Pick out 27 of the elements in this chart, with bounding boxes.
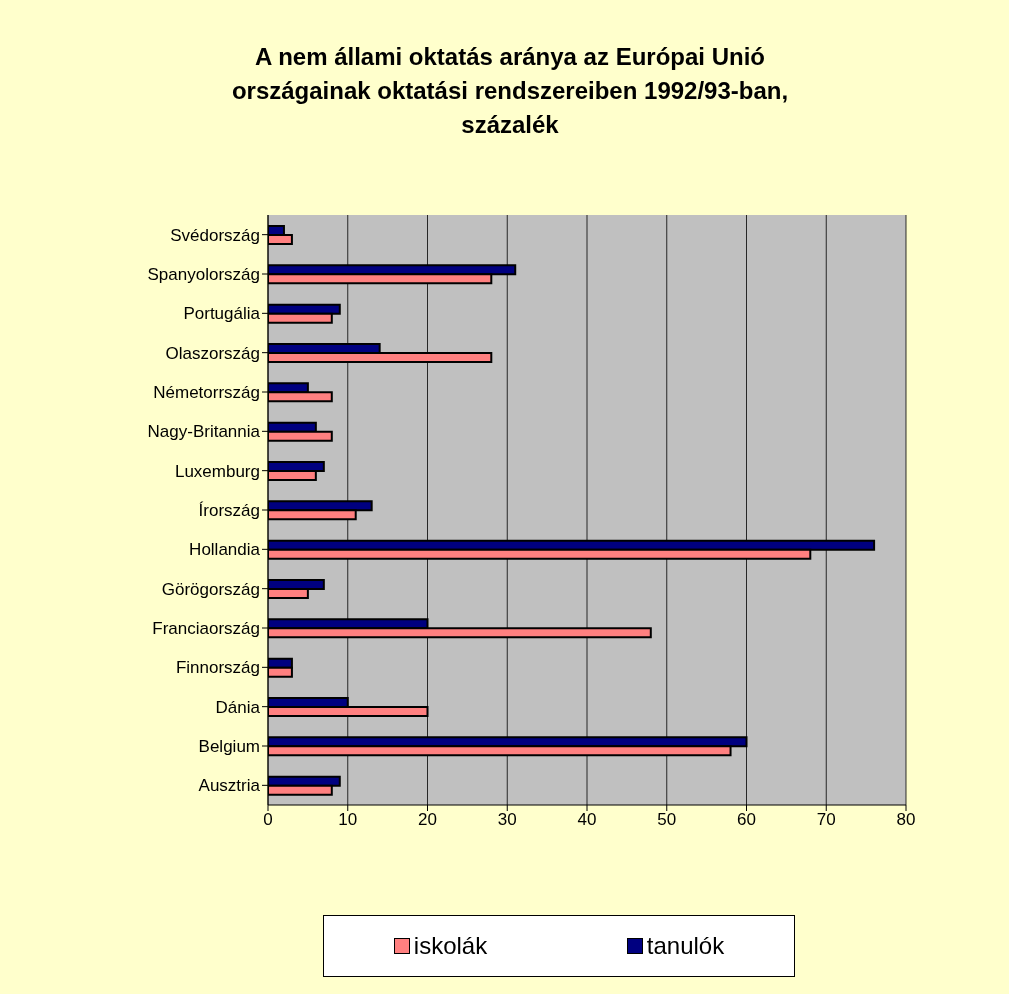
y-tick-label: Belgium xyxy=(198,737,260,757)
x-tick-label: 30 xyxy=(497,810,517,830)
legend-label: tanulók xyxy=(645,932,725,960)
legend-label: iskolák xyxy=(412,932,488,960)
y-tick-label: Dánia xyxy=(215,697,261,717)
x-tick-label: 70 xyxy=(816,810,836,830)
y-tick-label: Olaszország xyxy=(165,343,260,363)
y-tick-label: Írország xyxy=(198,501,260,521)
y-tick-label: Svédország xyxy=(170,225,260,245)
x-tick-label: 10 xyxy=(338,810,358,830)
y-tick-label: Luxemburg xyxy=(174,461,260,481)
y-tick-label: Németorrszág xyxy=(153,383,260,403)
y-tick-label: Nagy-Britannia xyxy=(147,422,261,442)
y-tick-label: Portugália xyxy=(183,304,261,324)
x-tick-label: 0 xyxy=(263,810,273,830)
y-tick-label: Hollandia xyxy=(189,540,261,560)
chart-title: A nem állami oktatás aránya az Európai Unió országainak oktatási rendszereiben 1992/93-ban, százalék xyxy=(230,42,790,140)
x-tick-label: 60 xyxy=(737,810,756,830)
y-tick-label: Spanyolország xyxy=(147,265,260,285)
x-tick-label: 20 xyxy=(418,810,437,830)
x-tick-label: 80 xyxy=(896,810,916,830)
y-tick-label: Franciaország xyxy=(152,619,260,639)
x-tick-label: 50 xyxy=(657,810,677,830)
y-tick-label: Ausztria xyxy=(198,776,261,796)
y-tick-label: Görögország xyxy=(161,579,260,599)
y-tick-label: Finnország xyxy=(175,658,260,678)
x-tick-label: 40 xyxy=(577,810,597,830)
